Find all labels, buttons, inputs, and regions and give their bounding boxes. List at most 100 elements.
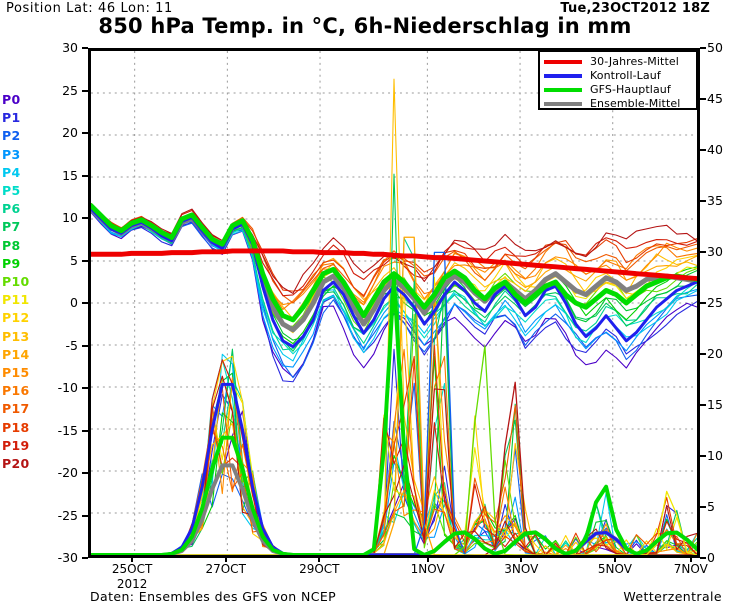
y-tick-label: 0 (70, 295, 78, 310)
member-label-p6: P6 (2, 201, 21, 217)
y-tick-label: 5 (70, 252, 78, 268)
y-tick-label: -15 (57, 422, 78, 438)
x-tick-label: 3NOV (504, 562, 539, 576)
x-tick-label: 25OCT (111, 562, 153, 576)
y2-tick-mark (700, 455, 706, 457)
member-label-p14: P14 (2, 346, 30, 362)
legend-item-label: 30-Jahres-Mittel (590, 55, 679, 68)
member-label-p0: P0 (2, 92, 21, 107)
y-tick-label: -20 (57, 465, 78, 480)
member-label-p18: P18 (2, 419, 30, 435)
model-run-label: Tue,23OCT2012 18Z (560, 1, 710, 16)
member-label-p15: P15 (2, 365, 30, 380)
y-tick-mark (82, 557, 88, 559)
member-label-p2: P2 (2, 128, 21, 144)
y2-tick-label: 40 (707, 142, 723, 157)
y-tick-mark (82, 472, 88, 474)
y2-tick-mark (700, 353, 706, 355)
y-tick-label: 25 (62, 82, 78, 98)
y-tick-mark (82, 217, 88, 219)
y2-tick-label: 25 (707, 295, 723, 310)
highlight-lines (91, 203, 697, 555)
x-tick-sublabel: 2012 (116, 577, 148, 591)
y2-tick-mark (700, 251, 706, 253)
member-label-p1: P1 (2, 110, 21, 126)
legend-item-label: Kontroll-Lauf (590, 69, 661, 82)
member-label-p19: P19 (2, 437, 30, 453)
member-label-p3: P3 (2, 146, 21, 162)
y2-tick-mark (700, 557, 706, 559)
x-tick-label: 7NOV (673, 562, 708, 576)
x-tick-mark (131, 556, 134, 562)
y-tick-label: -10 (57, 380, 78, 395)
x-tick-mark (689, 556, 692, 562)
y-tick-mark (82, 47, 88, 49)
y2-tick-label: 10 (707, 448, 723, 463)
y2-tick-mark (700, 404, 706, 406)
y2-tick-mark (700, 200, 706, 202)
y-tick-label: 15 (62, 167, 78, 183)
member-label-p13: P13 (2, 328, 30, 344)
member-label-p10: P10 (2, 274, 30, 289)
y2-tick-label: 30 (707, 244, 723, 259)
chart-title: 850 hPa Temp. in °C, 6h-Niederschlag in … (98, 14, 632, 38)
x-tick-mark (613, 556, 616, 562)
y2-tick-label: 20 (707, 346, 723, 361)
y-tick-mark (82, 344, 88, 347)
y-tick-mark (82, 259, 88, 262)
legend-item: 30-Jahres-Mittel (544, 55, 692, 68)
y2-tick-mark (700, 98, 706, 100)
y-tick-label: 30 (62, 40, 78, 55)
member-label-p7: P7 (2, 219, 21, 235)
x-tick-label: 29OCT (299, 562, 340, 576)
y-tick-mark (82, 89, 88, 92)
legend-item: Ensemble-Mittel (544, 97, 692, 110)
y-tick-mark (82, 174, 88, 177)
x-tick-label: 5NOV (597, 562, 632, 576)
y-tick-label: -5 (65, 337, 78, 353)
y2-tick-label: 0 (707, 550, 715, 565)
brand-label: Wetterzentrale (623, 589, 722, 604)
x-tick-mark (224, 556, 227, 562)
member-label-p16: P16 (2, 383, 30, 399)
x-tick-mark (318, 556, 321, 562)
legend-item: GFS-Hauptlauf (544, 83, 692, 96)
y2-tick-mark (700, 302, 706, 304)
legend-item-label: Ensemble-Mittel (590, 97, 681, 110)
x-tick-label: 27OCT (205, 562, 246, 576)
plot-area (88, 48, 700, 558)
y2-tick-label: 5 (707, 499, 715, 514)
y2-tick-label: 15 (707, 397, 723, 412)
y-tick-label: -30 (57, 550, 78, 565)
y-tick-label: -25 (57, 507, 78, 523)
y-tick-mark (82, 387, 88, 389)
x-tick-label: 1NOV (410, 562, 445, 576)
member-label-p11: P11 (2, 292, 30, 308)
y2-tick-label: 45 (707, 91, 723, 106)
member-label-p20: P20 (2, 456, 30, 471)
member-label-p12: P12 (2, 310, 30, 326)
y-tick-mark (82, 302, 88, 304)
legend-swatch-line (544, 73, 582, 78)
x-tick-mark (426, 556, 429, 562)
y2-tick-mark (700, 149, 706, 151)
position-label: Position Lat: 46 Lon: 11 (6, 1, 173, 16)
y-tick-mark (82, 132, 88, 134)
y2-tick-mark (700, 506, 706, 508)
member-label-p4: P4 (2, 164, 21, 180)
data-source-label: Daten: Ensembles des GFS von NCEP (90, 589, 337, 604)
legend-swatch-line (544, 59, 582, 64)
y-tick-label: 20 (62, 125, 78, 140)
chart-canvas (91, 51, 697, 555)
member-label-p5: P5 (2, 183, 21, 198)
legend-item-label: GFS-Hauptlauf (590, 83, 671, 96)
gridlines (91, 51, 697, 555)
y2-tick-label: 50 (707, 40, 723, 55)
legend: 30-Jahres-Mittel Kontroll-Lauf GFS-Haupt… (538, 50, 698, 110)
member-label-p8: P8 (2, 237, 21, 253)
x-tick-mark (520, 556, 523, 562)
legend-swatch-line (544, 101, 582, 106)
y2-tick-label: 35 (707, 193, 723, 208)
member-label-p9: P9 (2, 255, 21, 271)
legend-swatch-line (544, 87, 582, 92)
